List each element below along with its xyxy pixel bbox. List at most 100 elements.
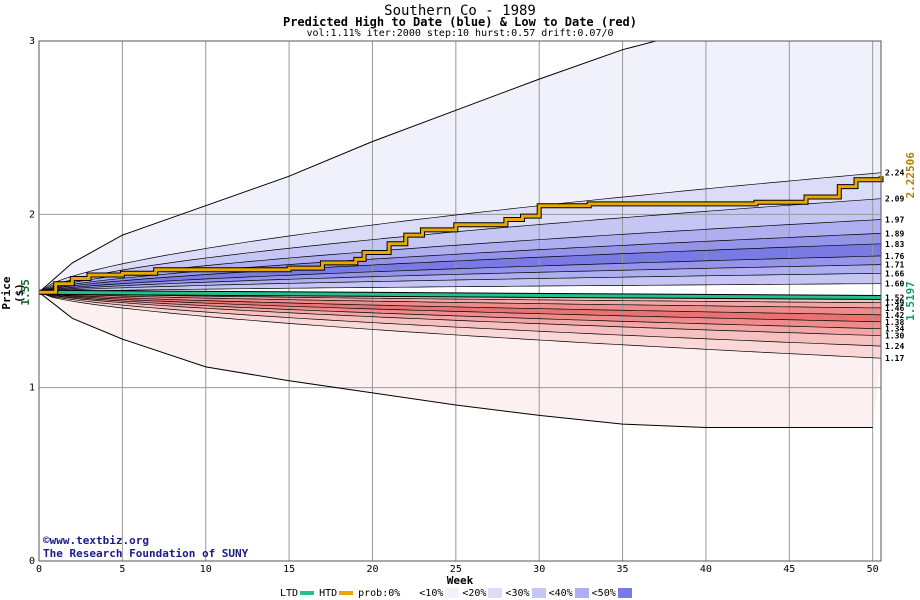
legend: LTD HTD prob:0% <10% <20% <30% <40% <50% xyxy=(280,586,635,600)
legend-htd: HTD xyxy=(319,588,355,599)
credit-org: The Research Foundation of SUNY xyxy=(43,547,249,560)
low-band-8 xyxy=(39,292,881,359)
legend-swatch-10 xyxy=(445,588,460,598)
low-quantile-label: 1.52 xyxy=(885,294,904,303)
x-tick-label: 45 xyxy=(783,564,795,575)
legend-swatch-0 xyxy=(402,588,417,598)
legend-htd-swatch xyxy=(339,591,354,595)
ltd-value-label: 1.5197 xyxy=(904,281,917,321)
legend-label-20: <20% xyxy=(462,587,487,599)
chart-title: Southern Co - 1989 xyxy=(384,3,536,19)
low-quantile-label: 1.38 xyxy=(885,318,904,327)
high-quantile-label: 1.76 xyxy=(885,252,904,261)
y-tick-label: 3 xyxy=(29,36,35,47)
high-quantile-line xyxy=(38,243,882,293)
low-quantile-line xyxy=(38,291,882,347)
high-quantile-line xyxy=(38,283,882,293)
legend-htd-label: HTD xyxy=(319,587,338,599)
chart-parameters: vol:1.11% iter:2000 step:10 hurst:0.57 d… xyxy=(306,28,614,39)
legend-ltd-swatch xyxy=(300,591,315,595)
low-quantile-label: 1.30 xyxy=(885,332,904,341)
low-band-3 xyxy=(39,292,881,315)
legend-prob-50: <50% xyxy=(592,588,632,599)
x-tick-label: 35 xyxy=(617,564,629,575)
high-band-4 xyxy=(39,233,881,293)
x-tick-label: 5 xyxy=(119,564,125,575)
legend-ltd: LTD xyxy=(280,588,316,599)
low-quantile-label: 1.24 xyxy=(885,342,904,351)
low-min-line xyxy=(38,291,873,428)
low-quantile-line xyxy=(38,291,882,337)
high-quantile-line xyxy=(38,255,882,293)
high-quantile-label: 2.09 xyxy=(885,195,904,204)
high-quantile-line xyxy=(38,233,882,293)
low-quantile-label: 1.17 xyxy=(885,354,904,363)
chart-subtitle: Predicted High to Date (blue) & Low to D… xyxy=(282,15,637,29)
high-quantile-line xyxy=(38,264,882,293)
low-quantile-line xyxy=(38,291,882,309)
x-tick-label: 0 xyxy=(36,564,42,575)
legend-label-10: <10% xyxy=(419,587,444,599)
high-band-3 xyxy=(39,219,881,293)
low-quantile-label: 1.34 xyxy=(885,325,904,334)
low-quantile-label: 1.42 xyxy=(885,311,904,320)
legend-prob-30: <30% xyxy=(505,587,546,599)
low-quantile-line xyxy=(38,291,882,304)
x-tick-label: 50 xyxy=(867,564,879,575)
low-quantile-label: 1.49 xyxy=(885,299,904,308)
low-outer-band xyxy=(39,292,881,428)
high-quantile-line xyxy=(38,198,882,293)
legend-prob-10: <10% xyxy=(419,587,460,599)
high-band-5 xyxy=(39,243,881,293)
high-quantile-label: 1.83 xyxy=(885,240,904,249)
legend-swatch-20 xyxy=(488,588,503,598)
y-tick-label: 1 xyxy=(29,383,35,394)
legend-prob-label: prob:0% xyxy=(358,587,401,599)
plot-frame xyxy=(38,40,882,562)
low-band-5 xyxy=(39,292,881,329)
x-tick-label: 40 xyxy=(700,564,712,575)
high-quantile-label: 1.89 xyxy=(885,229,904,238)
high-max-line xyxy=(38,40,657,293)
credit-block: ©www.textbiz.org The Research Foundation… xyxy=(43,534,248,560)
start-price-label: 1.55 xyxy=(19,279,32,306)
low-quantile-line xyxy=(38,291,882,323)
low-quantile-line xyxy=(38,291,882,330)
legend-ltd-label: LTD xyxy=(280,587,299,599)
low-quantile-line xyxy=(38,291,882,316)
low-band-7 xyxy=(39,292,881,347)
high-quantile-label: 1.97 xyxy=(885,216,904,225)
legend-swatch-40 xyxy=(574,588,589,598)
high-quantile-label: 1.60 xyxy=(885,280,904,289)
x-axis-label: Week xyxy=(446,574,474,587)
ltd-line xyxy=(38,290,882,299)
y-tick-label: 2 xyxy=(29,209,35,220)
htd-line xyxy=(39,176,883,294)
credit-link[interactable]: ©www.textbiz.org xyxy=(43,534,149,547)
x-tick-label: 15 xyxy=(283,564,295,575)
high-band-2 xyxy=(39,198,881,293)
high-quantile-label: 1.71 xyxy=(885,261,904,270)
x-tick-label: 10 xyxy=(200,564,212,575)
low-quantile-line xyxy=(38,291,882,359)
low-band-2 xyxy=(39,292,881,308)
legend-swatch-50 xyxy=(617,588,632,598)
y-tick-label: 0 xyxy=(29,556,35,567)
x-tick-label: 20 xyxy=(366,564,378,575)
high-outer-band xyxy=(39,41,881,293)
legend-swatch-30 xyxy=(531,588,546,598)
htd-value-label: 2.22506 xyxy=(904,152,917,199)
low-band-6 xyxy=(39,292,881,336)
legend-prob-40: <40% xyxy=(549,588,589,599)
legend-label-30: <30% xyxy=(505,587,530,599)
legend-prob-0: prob:0% xyxy=(358,587,417,599)
high-band-8 xyxy=(39,273,881,293)
legend-label-40: <40% xyxy=(548,587,573,599)
high-quantile-label: 2.24 xyxy=(885,169,904,178)
high-quantile-line xyxy=(38,272,882,293)
high-quantile-label: 1.66 xyxy=(885,269,904,278)
low-quantile-label: 1.46 xyxy=(885,304,904,313)
x-tick-label: 30 xyxy=(533,564,545,575)
